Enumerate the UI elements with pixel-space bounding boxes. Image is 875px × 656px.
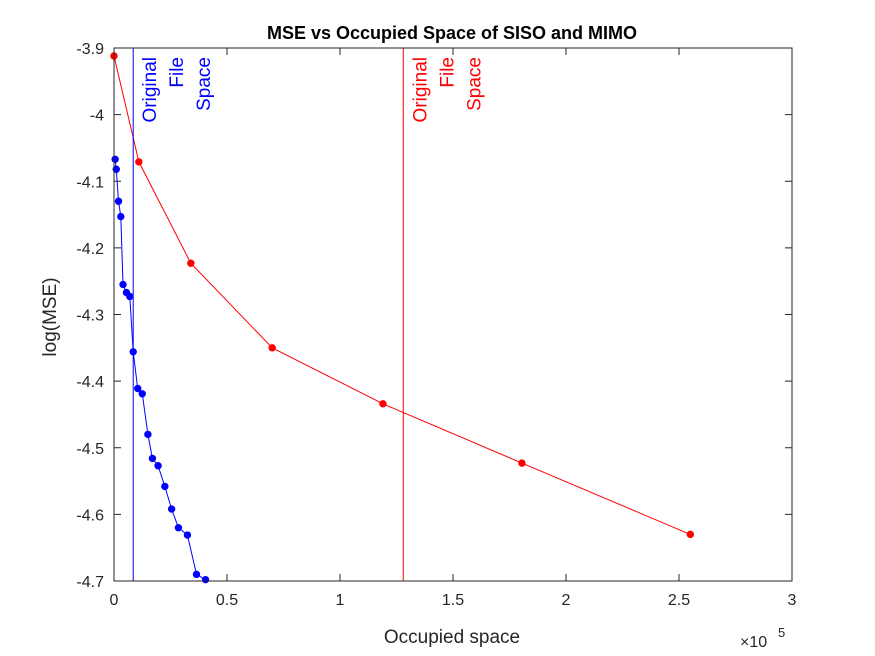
- x-axis-ticks: 0 0.5 1 1.5 2 2.5 3: [110, 48, 797, 609]
- series-0-point: [112, 165, 120, 173]
- vertical-line-1-label: Space: [464, 57, 485, 111]
- vertical-line-1-label: Original: [410, 57, 431, 122]
- series-0-point: [114, 197, 123, 205]
- series-0-point: [148, 454, 157, 463]
- series-0-point: [154, 462, 162, 470]
- series-0-point: [192, 570, 201, 579]
- x-tick-label: 1: [336, 592, 345, 609]
- x-tick-label: 2.5: [668, 592, 690, 609]
- series-0-point: [161, 482, 169, 491]
- y-tick-label: -4.4: [76, 374, 104, 391]
- x-axis-label: Occupied space: [384, 627, 520, 648]
- vertical-line-0-label: Space: [194, 57, 215, 111]
- series-0-point: [126, 292, 134, 301]
- series-0-point: [138, 390, 146, 398]
- y-tick-label: -4.5: [76, 441, 104, 458]
- series-1-point: [686, 530, 694, 539]
- series-1-point: [518, 459, 526, 467]
- x-tick-label: 0.5: [216, 592, 238, 609]
- series-0-point: [183, 531, 192, 539]
- series-0-point: [201, 575, 210, 584]
- y-tick-label: -3.9: [76, 41, 104, 58]
- y-tick-label: -4: [90, 108, 104, 125]
- y-tick-label: -4.1: [76, 174, 104, 191]
- y-tick-label: -4.3: [76, 308, 104, 325]
- series-1-point: [187, 259, 195, 267]
- vertical-lines-layer: Original File Space Original File Space: [132, 48, 485, 581]
- series-0-point: [119, 280, 127, 289]
- x-tick-label: 3: [788, 592, 797, 609]
- vertical-line-0-label: Original: [140, 57, 161, 122]
- x-tick-label: 1.5: [442, 592, 464, 609]
- plot-area: [114, 48, 792, 581]
- series-0-point: [167, 505, 176, 513]
- y-tick-label: -4.6: [76, 507, 104, 524]
- y-tick-label: -4.2: [76, 241, 104, 258]
- series-1-point: [379, 400, 387, 408]
- vertical-line-0-label: File: [167, 57, 188, 88]
- series-0-point: [174, 524, 183, 532]
- x-exponent-base: ×10: [740, 634, 767, 651]
- chart-title: MSE vs Occupied Space of SISO and MIMO: [267, 23, 637, 43]
- y-axis-ticks: -3.9 -4 -4.1 -4.2 -4.3 -4.4 -4.5 -4.6 -4.7: [76, 41, 792, 591]
- series-0-point: [144, 430, 152, 439]
- series-1-point: [268, 344, 276, 352]
- series-0-point: [117, 212, 125, 221]
- x-exponent-label: ×10 5: [740, 625, 785, 651]
- vertical-line-1-label: File: [437, 57, 458, 88]
- y-tick-label: -4.7: [76, 574, 104, 591]
- x-tick-label: 0: [110, 592, 119, 609]
- series-0-point: [111, 155, 119, 163]
- series-0-point: [134, 384, 142, 393]
- x-tick-label: 2: [562, 592, 571, 609]
- series-1-point: [135, 158, 143, 166]
- y-axis-label: log(MSE): [40, 277, 61, 356]
- x-exponent-power: 5: [778, 625, 785, 640]
